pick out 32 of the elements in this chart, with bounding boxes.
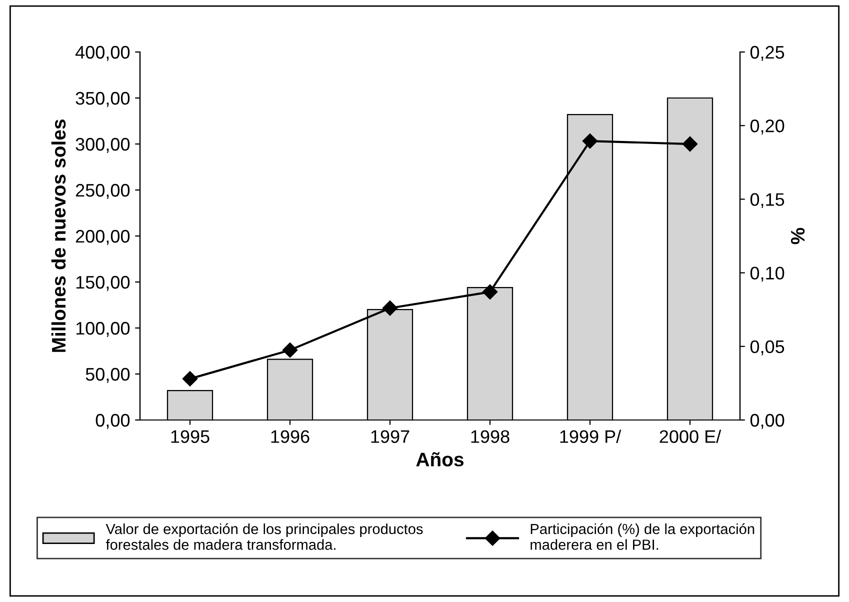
y2-tick-label: 0,20 <box>750 120 784 134</box>
y2-axis-title: % <box>790 228 805 244</box>
y-tick-label: 0,00 <box>96 414 130 429</box>
x-tick-label: 1997 <box>371 430 410 443</box>
x-tick-label: 2000 E/ <box>660 430 722 443</box>
x-tick-label: 1996 <box>271 430 310 443</box>
y-tick-label: 350,00 <box>76 92 130 107</box>
y2-tick-label: 0,10 <box>750 266 784 282</box>
y-tick-label: 100,00 <box>76 322 130 337</box>
x-tick-label: 1995 <box>171 430 210 443</box>
legend-label: Participación (%) de la exportación maderera en el PBI. <box>530 523 754 550</box>
y-tick-label: 150,00 <box>76 276 130 291</box>
y-tick-label: 50,00 <box>86 368 130 383</box>
y2-tick-label: 0,05 <box>750 340 784 356</box>
x-axis-title: Años <box>416 452 464 466</box>
x-tick-label: 1998 <box>471 430 510 443</box>
y-tick-label: 400,00 <box>75 46 130 61</box>
point <box>482 284 498 300</box>
point <box>582 133 598 149</box>
point <box>182 371 198 386</box>
point <box>382 300 398 316</box>
y2-tick-label: 0,25 <box>750 46 784 61</box>
x-tick-label: 1999 P/ <box>560 430 622 443</box>
y-axis-title: Millones de nuevos soles <box>51 120 66 352</box>
legend-label: Valor de exportación de los principales productos forestales de madera transformada. <box>106 523 423 550</box>
point <box>282 342 298 358</box>
y-tick-label: 250,00 <box>76 184 130 199</box>
y-tick-label: 300,00 <box>76 138 130 153</box>
y2-tick-label: 0,15 <box>750 193 784 208</box>
point <box>682 136 698 152</box>
y2-tick-label: 0,00 <box>750 414 784 429</box>
y-tick-label: 200,00 <box>76 230 130 245</box>
